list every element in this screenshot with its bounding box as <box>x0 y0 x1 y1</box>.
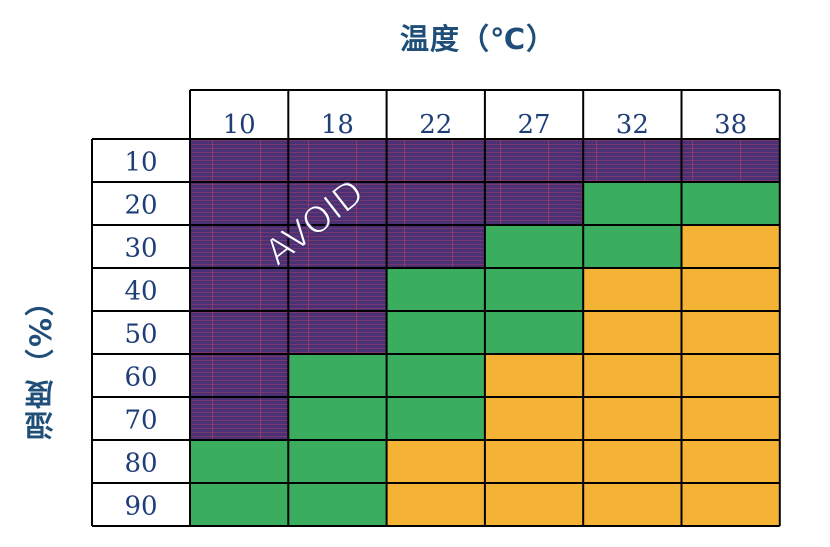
x-tick-label: 38 <box>714 110 747 140</box>
heatmap-cell-avoid <box>386 182 485 225</box>
heatmap-cell-avoid <box>386 139 485 182</box>
heatmap-cell-orange <box>681 225 780 268</box>
x-tick-label: 32 <box>616 110 649 140</box>
y-tick-label: 70 <box>124 406 157 436</box>
heatmap-cell-orange <box>484 397 584 440</box>
heatmap-cell-orange <box>681 397 780 440</box>
y-tick-label: 40 <box>124 277 157 307</box>
x-tick-label: 22 <box>419 110 452 140</box>
heatmap-cell-green <box>484 268 584 311</box>
heatmap-cell-orange <box>681 354 780 397</box>
heatmap-cell-orange <box>583 440 682 483</box>
heatmap-cell-green <box>681 182 780 225</box>
heatmap-cell-green <box>583 182 682 225</box>
heatmap-cell-orange <box>386 440 485 483</box>
heatmap-cell-orange <box>484 440 584 483</box>
heatmap-cell-orange <box>681 440 780 483</box>
heatmap-cell-green <box>190 440 289 483</box>
heatmap-cell-avoid <box>386 225 485 268</box>
y-tick-label: 20 <box>124 191 157 221</box>
heatmap-cell-green <box>190 483 289 526</box>
heatmap-cell-orange <box>583 397 682 440</box>
heatmap-cell-green <box>386 268 485 311</box>
y-tick-labels: 10 20 30 40 50 60 70 80 90 <box>124 148 157 522</box>
heatmap-cell-green <box>288 354 387 397</box>
heatmap-cell-orange <box>484 354 584 397</box>
heatmap-cell-avoid <box>190 268 289 311</box>
heatmap-cells <box>190 139 780 526</box>
y-tick-label: 30 <box>124 234 157 264</box>
heatmap-cell-green <box>288 483 387 526</box>
heatmap-cell-avoid <box>190 397 289 440</box>
x-tick-label: 27 <box>518 110 551 140</box>
heatmap-cell-avoid <box>288 311 387 354</box>
heatmap-cell-orange <box>583 483 682 526</box>
heatmap-cell-avoid <box>484 139 584 182</box>
heatmap-cell-green <box>386 354 485 397</box>
heatmap-cell-orange <box>583 311 682 354</box>
heatmap-cell-avoid <box>681 139 780 182</box>
heatmap-cell-orange <box>386 483 485 526</box>
heatmap-cell-avoid <box>190 225 289 268</box>
y-tick-label: 50 <box>124 320 157 350</box>
heatmap-cell-green <box>288 397 387 440</box>
heatmap-cell-avoid <box>190 311 289 354</box>
heatmap-cell-green <box>386 397 485 440</box>
heatmap-cell-avoid <box>190 182 289 225</box>
heatmap-cell-avoid <box>190 354 289 397</box>
x-axis-title: 温度（℃） <box>400 22 557 56</box>
y-tick-label: 80 <box>124 449 157 479</box>
heatmap-cell-orange <box>484 483 584 526</box>
x-tick-label: 18 <box>321 110 354 140</box>
y-tick-label: 60 <box>124 363 157 393</box>
heatmap-cell-orange <box>681 483 780 526</box>
heatmap-cell-green <box>288 440 387 483</box>
y-tick-label: 90 <box>124 492 157 522</box>
heatmap-cell-orange <box>583 354 682 397</box>
heatmap-cell-avoid <box>484 182 584 225</box>
heatmap-cell-avoid <box>288 225 387 268</box>
heatmap-cell-orange <box>583 268 682 311</box>
heatmap-cell-green <box>484 311 584 354</box>
y-tick-label: 10 <box>124 148 157 178</box>
heatmap-cell-orange <box>681 311 780 354</box>
heatmap-cell-green <box>583 225 682 268</box>
heatmap-cell-avoid <box>288 139 387 182</box>
heatmap-cell-orange <box>681 268 780 311</box>
heatmap-cell-green <box>386 311 485 354</box>
heatmap-cell-green <box>484 225 584 268</box>
x-tick-label: 10 <box>223 110 256 140</box>
heatmap-cell-avoid <box>288 182 387 225</box>
heatmap-cell-avoid <box>583 139 682 182</box>
heatmap-cell-avoid <box>190 139 289 182</box>
x-tick-labels: 10 18 22 27 32 38 <box>223 110 748 140</box>
heatmap-cell-avoid <box>288 268 387 311</box>
grid-lines <box>91 89 781 527</box>
